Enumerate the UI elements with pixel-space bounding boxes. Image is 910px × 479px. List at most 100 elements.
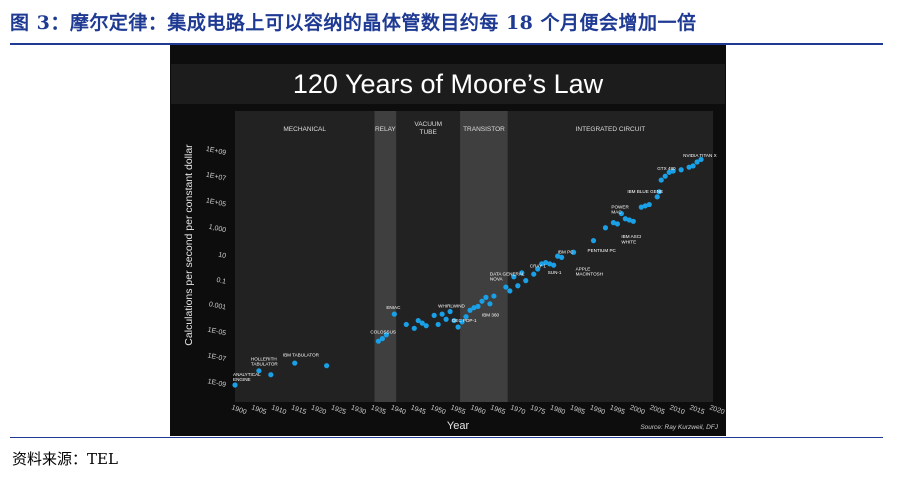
data-point-56 — [654, 194, 660, 200]
y-tick-label-6: 0.001 — [208, 301, 227, 312]
data-point-40 — [547, 261, 553, 267]
y-tick-label-4: 10 — [218, 252, 227, 260]
point-annotations: ANALYTICAL ENGINE HOLLERITH TABULATOR IBM TA… — [233, 153, 717, 382]
x-tick-label-9: 1945 — [410, 404, 427, 416]
data-point-55 — [646, 201, 652, 208]
era-label-3: TRANSISTOR — [463, 126, 505, 133]
data-point-6 — [379, 336, 385, 342]
data-point-60 — [666, 169, 672, 175]
data-point-27 — [483, 294, 489, 300]
data-point-39 — [543, 259, 549, 266]
era-label-2: VACUUM TUBE — [414, 121, 442, 136]
data-point-47 — [610, 220, 617, 226]
x-tick-label-14: 1970 — [509, 404, 526, 416]
data-point-44 — [570, 249, 577, 255]
x-tick-label-8: 1940 — [390, 404, 407, 416]
data-point-66 — [698, 156, 704, 163]
data-point-19 — [451, 317, 457, 324]
x-tick-label-20: 2000 — [629, 404, 646, 416]
y-tick-label-9: 1E-09 — [207, 378, 227, 389]
y-tick-label-7: 1E-05 — [207, 327, 227, 338]
data-point-52 — [630, 218, 636, 224]
data-point-62 — [678, 167, 684, 173]
data-point-5 — [375, 338, 381, 344]
era-band-3 — [460, 111, 508, 402]
data-point-9 — [403, 321, 409, 328]
annotation-8: DATA GENERAL NOVA — [490, 271, 525, 281]
x-tick-label-15: 1975 — [529, 404, 546, 416]
data-point-53 — [638, 204, 644, 210]
data-points — [232, 156, 704, 388]
x-tick-label-5: 1925 — [330, 404, 347, 416]
x-tick-label-24: 2020 — [708, 404, 725, 416]
data-point-58 — [658, 177, 664, 183]
data-point-33 — [515, 283, 521, 289]
data-point-3 — [292, 360, 298, 366]
x-tick-label-10: 1950 — [429, 404, 446, 416]
data-point-0 — [232, 382, 238, 388]
data-point-8 — [391, 311, 397, 317]
annotation-4: COLOSSUS — [370, 329, 396, 334]
y-tick-label-1: 1E+07 — [205, 172, 227, 183]
x-tick-label-18: 1990 — [589, 404, 606, 416]
x-tick-label-4: 1920 — [310, 404, 327, 416]
x-tick-label-23: 2015 — [688, 404, 705, 416]
data-point-10 — [411, 325, 417, 331]
annotation-9: CRAY 1 — [530, 264, 547, 269]
data-point-23 — [467, 307, 473, 313]
data-point-31 — [507, 288, 513, 294]
x-tick-label-21: 2005 — [649, 404, 666, 416]
data-point-37 — [535, 266, 541, 272]
annotation-5: WHIRLWIND — [438, 304, 465, 309]
data-point-28 — [487, 301, 493, 307]
annotation-10: SUN-1 — [548, 270, 562, 275]
x-tick-label-16: 1980 — [549, 404, 566, 416]
data-point-20 — [455, 324, 461, 330]
y-tick-label-8: 1E-07 — [207, 352, 227, 363]
data-point-51 — [626, 217, 632, 223]
bottom-rule — [10, 437, 883, 438]
data-point-34 — [519, 270, 525, 276]
x-tick-label-19: 1995 — [609, 404, 626, 416]
chart-title: 120 Years of Moore’s Law — [293, 69, 604, 99]
source-note: 资料来源：TEL — [12, 450, 118, 468]
data-point-49 — [618, 210, 624, 217]
top-rule — [10, 43, 883, 45]
data-point-63 — [686, 164, 692, 170]
era-label-1: RELAY — [375, 126, 396, 133]
data-point-45 — [590, 238, 597, 244]
annotation-11: IBM PC — [558, 250, 575, 255]
data-point-4 — [324, 363, 330, 369]
y-tick-label-3: 1,000 — [208, 224, 227, 235]
annotation-13: PENTIUM PC — [588, 248, 617, 253]
data-point-18 — [447, 308, 453, 315]
data-point-38 — [539, 261, 545, 267]
x-axis-label: Year — [447, 420, 470, 432]
data-point-41 — [551, 262, 557, 268]
data-point-15 — [435, 321, 441, 328]
data-point-43 — [559, 254, 565, 260]
era-label-4: INTEGRATED CIRCUIT — [576, 126, 646, 133]
y-tick-label-0: 1E+09 — [205, 146, 227, 157]
moores-law-chart: 120 Years of Moore’s Law MECHANICAL RELAY… — [170, 45, 726, 436]
annotation-12: APPLE MACINTOSH — [576, 266, 603, 276]
data-point-25 — [475, 303, 481, 309]
source-credit: Source: Ray Kurzweil, DFJ — [640, 424, 718, 431]
annotation-15: IBM ASCI WHITE — [621, 234, 641, 244]
annotation-0: ANALYTICAL ENGINE — [233, 372, 261, 382]
era-label-0: MECHANICAL — [283, 126, 326, 133]
data-point-7 — [383, 332, 389, 338]
chart-panel: 120 Years of Moore’s Law MECHANICAL RELAY… — [170, 45, 726, 436]
data-point-11 — [415, 317, 421, 324]
data-point-50 — [622, 216, 628, 222]
annotation-1: HOLLERITH TABULATOR — [251, 357, 278, 367]
annotation-3: ENIAC — [386, 305, 401, 310]
x-tick-label-12: 1960 — [469, 404, 486, 416]
x-tick-label-1: 1905 — [250, 404, 267, 416]
y-tick-label-5: 0.1 — [216, 277, 227, 286]
data-point-48 — [614, 221, 620, 227]
data-point-65 — [694, 159, 700, 165]
x-tick-label-11: 1955 — [449, 404, 466, 416]
x-tick-label-2: 1910 — [270, 404, 287, 416]
data-point-42 — [555, 253, 561, 259]
